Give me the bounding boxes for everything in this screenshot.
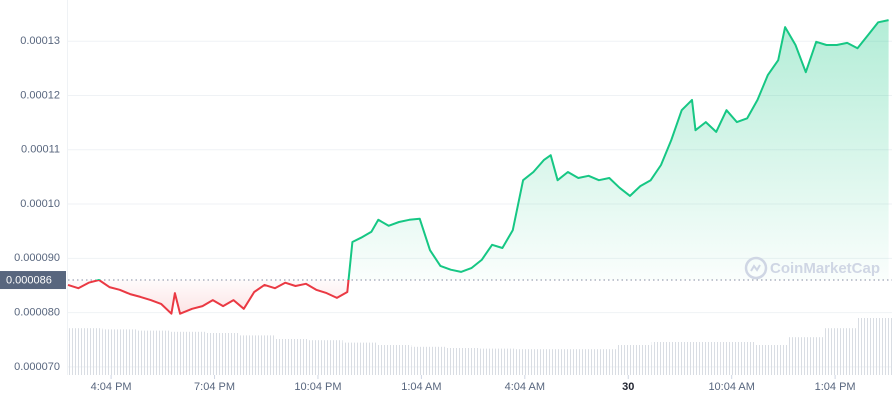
volume-bar (274, 339, 309, 375)
area-up (98, 20, 889, 281)
watermark-text: CoinMarketCap (770, 260, 880, 277)
reference-label: 0.000086 (6, 274, 52, 286)
volume-bar (514, 349, 549, 375)
y-tick-label: 0.00011 (21, 144, 60, 156)
y-tick-label: 0.000090 (14, 252, 60, 264)
x-tick-label: 1:04 AM (401, 381, 441, 393)
x-tick-label: 30 (622, 381, 634, 393)
volume-bar (445, 348, 480, 375)
y-tick-label: 0.00013 (20, 35, 60, 47)
volume-bar (720, 342, 755, 375)
volume-bar (857, 318, 892, 375)
volume-bar (342, 342, 377, 375)
y-tick-label: 0.00012 (20, 89, 60, 101)
volume-bar (205, 333, 240, 375)
volume-bar (308, 340, 343, 375)
volume-bar (377, 345, 412, 375)
x-tick-label: 1:04 PM (815, 381, 856, 393)
volume-bar (583, 349, 618, 375)
volume-bar (686, 342, 721, 375)
x-tick-label: 7:04 PM (194, 381, 235, 393)
volume-bar (171, 331, 206, 375)
y-tick-label: 0.000070 (14, 361, 60, 373)
watermark: CoinMarketCap (744, 256, 880, 280)
volume-bar (823, 328, 858, 375)
volume-bar (754, 345, 789, 375)
volume-bar (136, 330, 171, 375)
volume-bar (411, 346, 446, 375)
volume-bar (480, 348, 515, 375)
x-tick-label: 4:04 AM (505, 381, 545, 393)
area-down (68, 280, 889, 314)
volume-bar (789, 337, 824, 375)
volume-bar (102, 329, 137, 375)
y-tick-label: 0.00010 (20, 198, 60, 210)
reference-label-box (0, 271, 66, 290)
volume-bar (548, 349, 583, 375)
x-tick-label: 4:04 PM (91, 381, 132, 393)
x-tick-label: 10:04 AM (708, 381, 754, 393)
y-tick-label: 0.000080 (14, 306, 60, 318)
volume-bar (617, 345, 652, 375)
x-tick-label: 10:04 PM (294, 381, 341, 393)
price-line (67, 19, 889, 315)
volume-bar (68, 328, 103, 375)
volume-bar (239, 335, 274, 375)
volume-bar (651, 342, 686, 375)
